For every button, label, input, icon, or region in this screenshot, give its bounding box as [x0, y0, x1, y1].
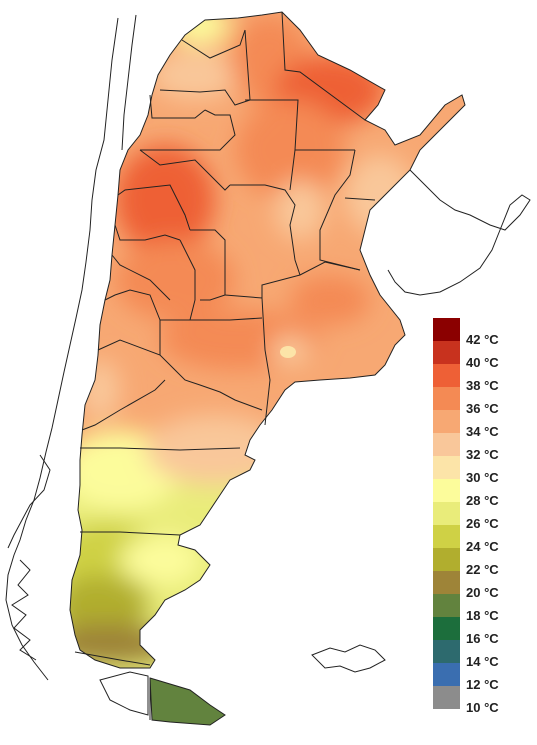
legend-swatch: [433, 341, 460, 364]
legend-item: 10 °C: [433, 686, 533, 715]
legend-item: 14 °C: [433, 640, 533, 669]
legend-label: 30 °C: [466, 470, 499, 485]
legend-swatch: [433, 548, 460, 571]
legend-swatch: [433, 318, 460, 341]
legend-item: 20 °C: [433, 571, 533, 600]
legend-swatch: [433, 364, 460, 387]
chile-coastline: [5, 14, 137, 681]
legend-item: 42 °C: [433, 318, 533, 347]
legend-swatch: [433, 686, 460, 709]
legend-label: 24 °C: [466, 539, 499, 554]
legend-label: 10 °C: [466, 700, 499, 715]
legend-label: 32 °C: [466, 447, 499, 462]
legend-item: 36 °C: [433, 387, 533, 416]
legend-item: 32 °C: [433, 433, 533, 462]
argentina-outline: [69, 11, 466, 669]
legend-label: 36 °C: [466, 401, 499, 416]
legend-label: 28 °C: [466, 493, 499, 508]
legend-label: 22 °C: [466, 562, 499, 577]
legend-swatch: [433, 525, 460, 548]
province-borders: [74, 11, 376, 666]
legend-item: 12 °C: [433, 663, 533, 692]
legend-swatch: [433, 433, 460, 456]
legend-item: 24 °C: [433, 525, 533, 554]
legend-swatch: [433, 456, 460, 479]
legend-swatch: [433, 387, 460, 410]
legend-item: 16 °C: [433, 617, 533, 646]
legend-swatch: [433, 663, 460, 686]
legend-item: 34 °C: [433, 410, 533, 439]
legend-item: 30 °C: [433, 456, 533, 485]
legend-swatch: [433, 571, 460, 594]
legend-item: 38 °C: [433, 364, 533, 393]
uruguay-outline: [387, 169, 531, 296]
legend-item: 40 °C: [433, 341, 533, 370]
legend-swatch: [433, 479, 460, 502]
legend-item: 22 °C: [433, 548, 533, 577]
legend-label: 12 °C: [466, 677, 499, 692]
legend-label: 16 °C: [466, 631, 499, 646]
temperature-legend: 42 °C 40 °C 38 °C 36 °C 34 °C 32 °C 30 °C 28 °C…: [433, 318, 533, 715]
legend-item: 28 °C: [433, 479, 533, 508]
tierra-del-fuego: [99, 671, 226, 726]
islas-malvinas: [311, 644, 386, 673]
legend-label: 18 °C: [466, 608, 499, 623]
legend-swatch: [433, 502, 460, 525]
legend-label: 38 °C: [466, 378, 499, 393]
legend-swatch: [433, 594, 460, 617]
legend-item: 26 °C: [433, 502, 533, 531]
legend-swatch: [433, 617, 460, 640]
legend-label: 14 °C: [466, 654, 499, 669]
legend-label: 42 °C: [466, 332, 499, 347]
legend-label: 26 °C: [466, 516, 499, 531]
legend-label: 34 °C: [466, 424, 499, 439]
legend-swatch: [433, 410, 460, 433]
legend-item: 18 °C: [433, 594, 533, 623]
legend-label: 40 °C: [466, 355, 499, 370]
legend-label: 20 °C: [466, 585, 499, 600]
legend-swatch: [433, 640, 460, 663]
